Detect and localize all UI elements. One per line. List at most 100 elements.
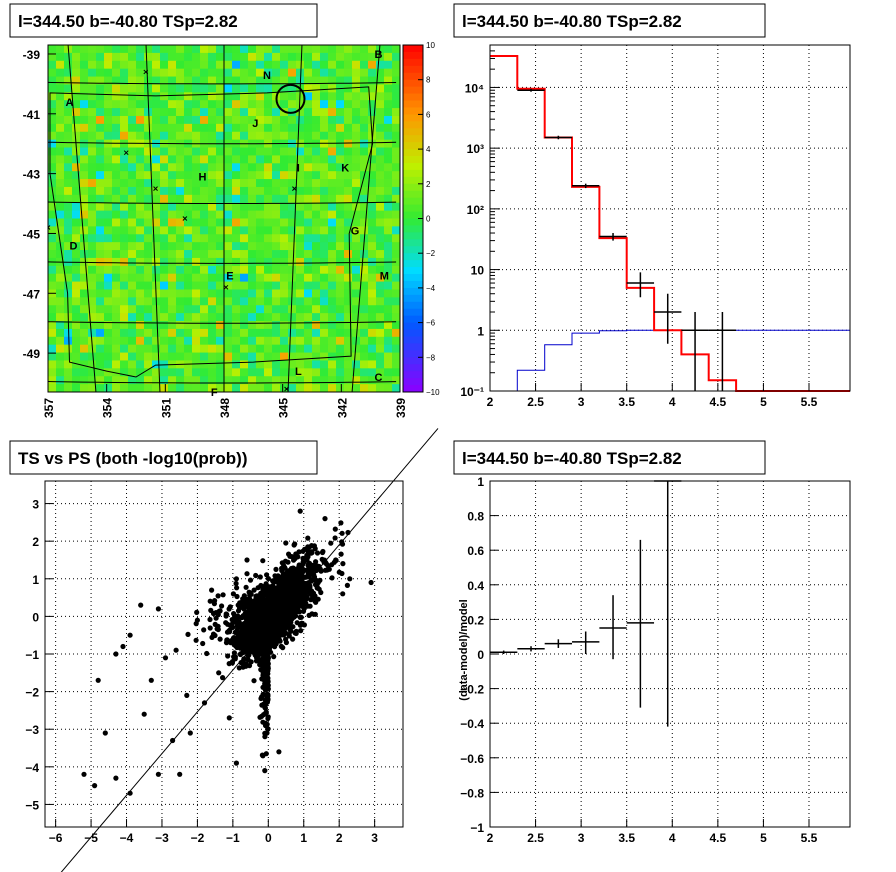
heatmap-cell [104,226,113,235]
heatmap-cell [112,321,121,330]
heatmap-cell [264,250,273,259]
scatter-point [231,654,237,660]
scatter-point [254,645,260,652]
heatmap-cell [384,289,393,298]
heatmap-cell [168,92,177,101]
heatmap-cell [112,313,121,322]
heatmap-cell [264,179,273,188]
cross-marker [123,150,129,156]
scatter-point [272,573,278,579]
heatmap-cell [136,76,145,86]
heatmap-cell [184,163,193,172]
x-tick-label: 5.5 [801,395,818,409]
heatmap-cell [56,60,65,70]
heatmap-cell [176,250,185,259]
heatmap-cell [176,76,185,86]
heatmap-cell [136,163,145,172]
heatmap-cell [208,52,217,62]
heatmap-cell [256,202,265,212]
graticule-latitude-line [48,141,397,145]
heatmap-cell [264,100,273,109]
heatmap-cell [360,297,369,306]
scatter-point [220,675,226,681]
heatmap-cell [296,45,305,54]
heatmap-cell [152,344,161,354]
heatmap-cell [264,202,273,212]
heatmap-cell [360,45,369,54]
heatmap-cell [120,131,129,141]
heatmap-cell [112,218,121,227]
heatmap-cell [80,194,89,204]
heatmap-cell [384,194,393,204]
heatmap-cell [128,76,137,86]
heatmap-cell [216,273,225,283]
heatmap-cell [64,139,73,149]
heatmap-cell [312,131,321,141]
heatmap-cell [360,163,369,172]
heatmap-cell [72,265,81,275]
heatmap-cell [168,115,177,125]
heatmap-cell [320,52,329,62]
heatmap-cell [192,250,201,259]
heatmap-cell [120,84,129,93]
heatmap-cell [120,321,129,330]
heatmap-cell [264,321,273,330]
region-label: A [66,97,74,109]
heatmap-cell [328,336,337,346]
heatmap-cell [392,84,400,93]
heatmap-cell [264,336,273,346]
heatmap-cell [256,352,265,362]
heatmap-cell [352,52,361,62]
heatmap-cell [96,384,105,392]
heatmap-cell [264,384,273,392]
heatmap-cell [264,234,273,243]
heatmap-cell [112,376,121,385]
heatmap-cell [384,186,393,196]
heatmap-cell [336,155,345,164]
heatmap-cell [296,131,305,141]
heatmap-cell [160,186,169,196]
heatmap-cell [344,60,353,70]
heatmap-cell [136,281,145,291]
scatter-point [127,632,133,638]
heatmap-cell [192,92,201,101]
scatter-point [271,625,277,631]
colorbar-step [403,156,423,164]
colorbar-step [403,114,423,122]
heatmap-cell [72,131,81,141]
heatmap-cell [120,242,129,251]
scatter-point [229,617,235,623]
heatmap-cell [144,297,153,306]
heatmap-cell [80,108,89,117]
heatmap-cell [208,384,217,392]
heatmap-cell [80,100,89,109]
heatmap-cell [80,305,89,314]
y-tick-label: 2 [32,535,39,549]
heatmap-cell [168,250,177,259]
scatter-point [368,579,374,586]
scatter-point [297,508,303,514]
scatter-point [306,589,312,595]
heatmap-cell [384,265,393,275]
heatmap-cell [48,68,57,78]
heatmap-cell [128,92,137,101]
heatmap-cell [328,179,337,188]
heatmap-cell [96,360,105,369]
heatmap-cell [280,384,289,392]
heatmap-cell [256,281,265,291]
heatmap-cell [248,100,257,109]
heatmap-cell [248,202,257,212]
graticule-longitude-line [287,45,303,392]
heatmap-cell [128,265,137,275]
heatmap-cell [184,171,193,180]
colorbar-step [403,225,423,233]
heatmap-cell [392,344,400,354]
heatmap-cell [136,84,145,93]
heatmap-cell [104,352,113,362]
heatmap-cell [136,92,145,101]
heatmap-cell [176,186,185,196]
heatmap-cell [56,297,65,306]
scatter-point [120,643,126,650]
scatter-point [296,566,302,573]
heatmap-cell [288,226,297,235]
